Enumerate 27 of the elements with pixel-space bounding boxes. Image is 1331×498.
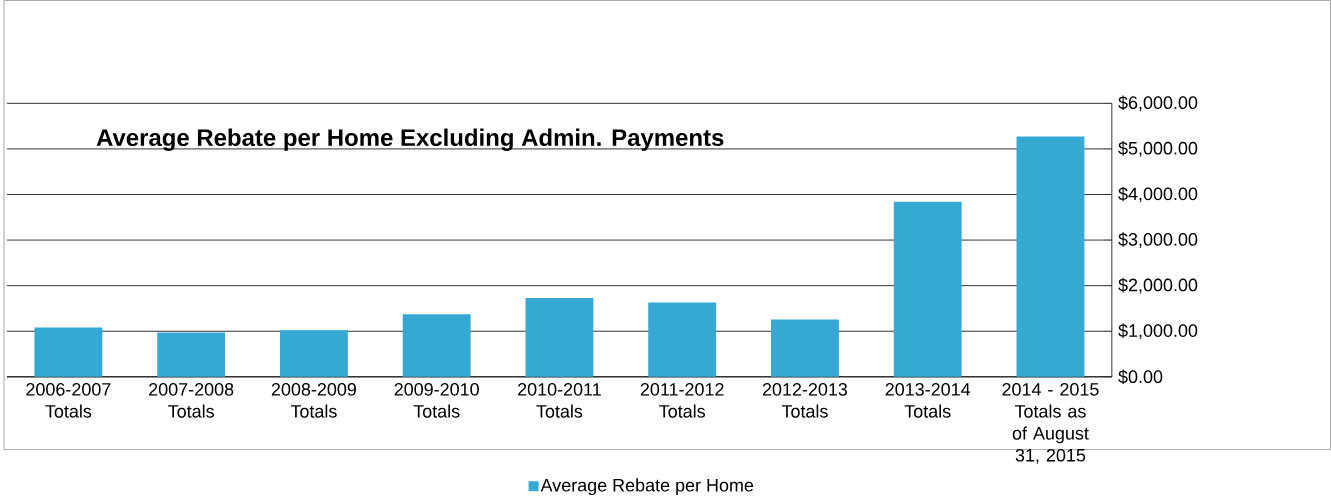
y-tick-label: $6,000.00 bbox=[1118, 95, 1198, 112]
x-tick-label: 2010-2011 Totals bbox=[518, 382, 601, 418]
bar bbox=[34, 327, 103, 377]
y-tick-label: $5,000.00 bbox=[1118, 141, 1198, 157]
legend-label: Average Rebate per Home bbox=[540, 478, 754, 496]
bar bbox=[279, 330, 348, 377]
bar bbox=[771, 319, 839, 377]
bar bbox=[893, 201, 962, 377]
bar bbox=[1016, 136, 1085, 377]
x-tick-label: 2013-2014 Totals bbox=[885, 382, 971, 418]
y-tick-label: $4,000.00 bbox=[1118, 186, 1198, 203]
x-tick-label: 2007-2008 Totals bbox=[149, 382, 234, 418]
y-tick-label: $1,000.00 bbox=[1118, 323, 1198, 340]
x-tick-label: 2011-2012 Totals bbox=[640, 382, 724, 418]
text: Average Rebate per Home Excluding Admin. Payments bbox=[96, 128, 724, 151]
bar bbox=[402, 314, 471, 377]
y-tick-label: $2,000.00 bbox=[1118, 277, 1198, 294]
y-tick-label: $3,000.00 bbox=[1118, 232, 1198, 248]
x-tick-label: 2009-2010 Totals bbox=[394, 382, 479, 418]
bar bbox=[648, 302, 717, 377]
x-tick-label: 2014 - 2015 Totals as of August 31, 2015 bbox=[1002, 382, 1099, 464]
bar bbox=[525, 297, 594, 377]
x-tick-label: 2012-2013 Totals bbox=[762, 382, 848, 418]
y-tick-label: $0.00 bbox=[1118, 369, 1163, 385]
x-tick-label: 2006-2007 Totals bbox=[26, 382, 111, 418]
bar bbox=[157, 332, 226, 377]
x-tick-label: 2008-2009 Totals bbox=[271, 382, 356, 418]
